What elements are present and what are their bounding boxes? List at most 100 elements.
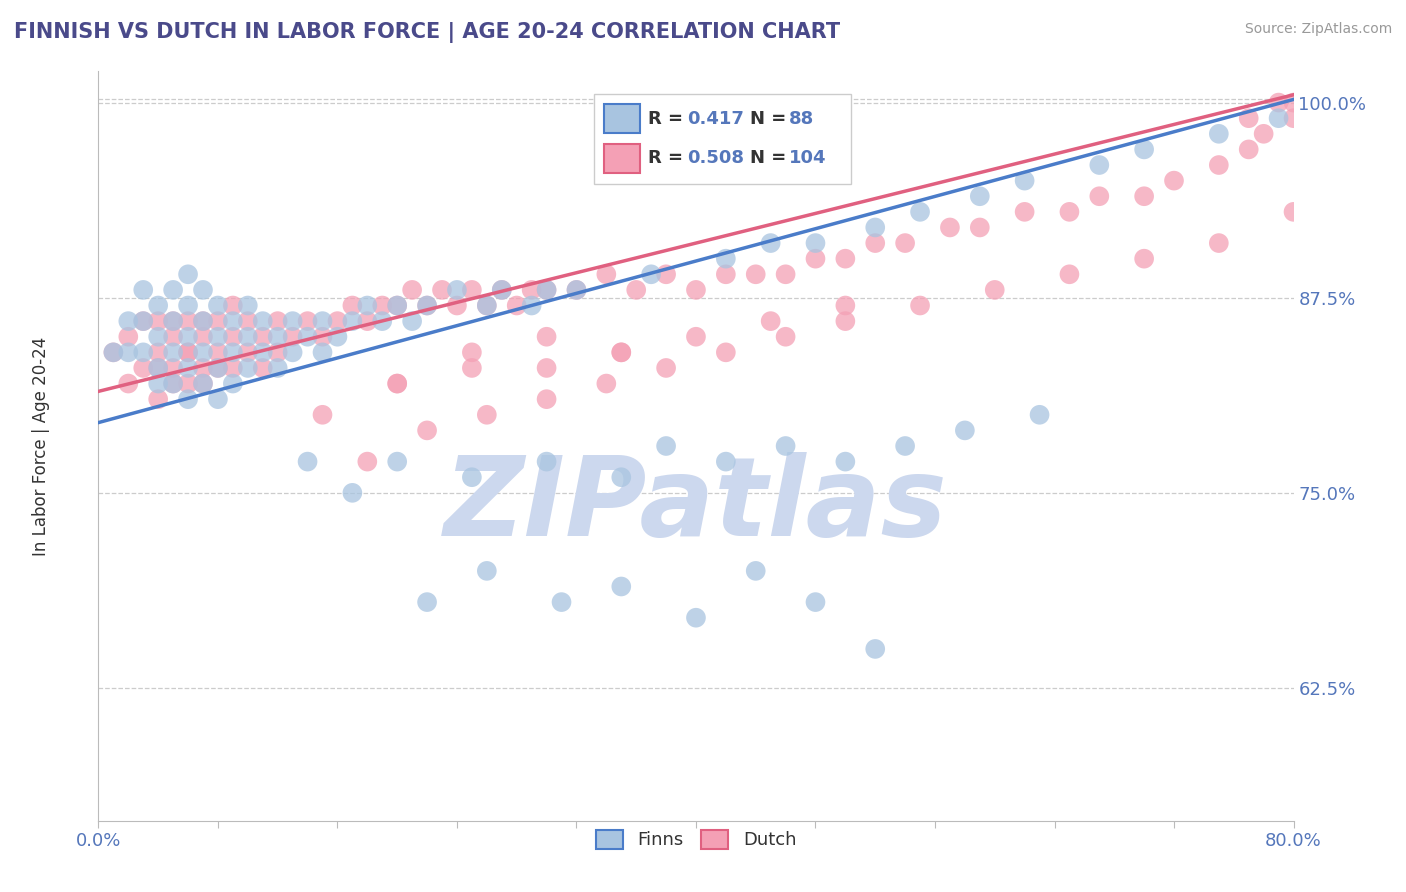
Point [1133, 143, 1156, 157]
Point [536, 283, 558, 297]
Point [759, 236, 782, 251]
Point [640, 268, 662, 282]
Point [834, 314, 856, 328]
Point [162, 345, 184, 359]
Point [969, 189, 991, 203]
Point [491, 283, 513, 297]
Point [148, 299, 170, 313]
Point [908, 299, 931, 313]
Point [222, 330, 245, 344]
Point [132, 361, 155, 376]
Point [371, 299, 394, 313]
Text: N =: N = [749, 110, 792, 128]
Point [177, 314, 200, 328]
Point [1028, 408, 1050, 422]
Point [865, 220, 887, 235]
Point [356, 455, 378, 469]
Point [1282, 205, 1305, 219]
Point [326, 330, 349, 344]
Point [714, 268, 737, 282]
Point [281, 330, 304, 344]
Point [1059, 205, 1081, 219]
Point [416, 299, 439, 313]
Point [536, 283, 558, 297]
Point [475, 408, 498, 422]
Point [132, 345, 155, 359]
Point [297, 314, 319, 328]
Point [148, 361, 170, 376]
FancyBboxPatch shape [595, 94, 852, 184]
Point [191, 314, 214, 328]
Point [401, 283, 423, 297]
Point [461, 470, 484, 484]
Point [207, 314, 229, 328]
Point [191, 376, 214, 391]
Point [536, 330, 558, 344]
Point [236, 361, 259, 376]
Point [834, 455, 856, 469]
Point [953, 424, 976, 438]
Point [191, 314, 214, 328]
Text: R =: R = [648, 110, 689, 128]
Point [356, 299, 378, 313]
Point [626, 283, 648, 297]
Point [311, 345, 333, 359]
Point [461, 345, 484, 359]
Point [520, 283, 543, 297]
Point [191, 283, 214, 297]
Point [281, 314, 304, 328]
Point [222, 345, 245, 359]
Point [148, 361, 170, 376]
Point [385, 376, 409, 391]
Point [267, 345, 290, 359]
Point [1237, 143, 1260, 157]
Point [401, 314, 423, 328]
Point [1267, 112, 1289, 126]
Point [311, 314, 333, 328]
Point [475, 299, 498, 313]
Text: 88: 88 [789, 110, 814, 128]
Y-axis label: In Labor Force | Age 20-24: In Labor Force | Age 20-24 [32, 336, 49, 556]
Point [894, 236, 917, 251]
Point [207, 345, 229, 359]
Point [610, 470, 633, 484]
Point [177, 330, 200, 344]
Point [191, 345, 214, 359]
Point [685, 611, 707, 625]
Point [162, 361, 184, 376]
Point [1163, 174, 1185, 188]
Point [1282, 95, 1305, 110]
Point [132, 314, 155, 328]
Point [342, 486, 364, 500]
Point [1237, 112, 1260, 126]
Text: 0.417: 0.417 [688, 110, 745, 128]
Point [222, 299, 245, 313]
Point [162, 314, 184, 328]
Point [475, 564, 498, 578]
Point [775, 330, 797, 344]
Point [103, 345, 125, 359]
Point [162, 314, 184, 328]
Point [969, 220, 991, 235]
Point [162, 376, 184, 391]
Point [371, 314, 394, 328]
Point [281, 345, 304, 359]
Point [759, 314, 782, 328]
Point [267, 330, 290, 344]
Point [1088, 189, 1111, 203]
Point [655, 361, 678, 376]
Point [804, 252, 827, 266]
Point [1208, 127, 1230, 141]
Bar [605, 144, 640, 172]
Point [1267, 95, 1289, 110]
Point [207, 392, 229, 407]
Point [446, 299, 468, 313]
Point [117, 345, 139, 359]
Point [207, 361, 229, 376]
Point [745, 564, 768, 578]
Point [236, 345, 259, 359]
Point [162, 330, 184, 344]
Point [177, 345, 200, 359]
Point [1133, 252, 1156, 266]
Point [342, 299, 364, 313]
